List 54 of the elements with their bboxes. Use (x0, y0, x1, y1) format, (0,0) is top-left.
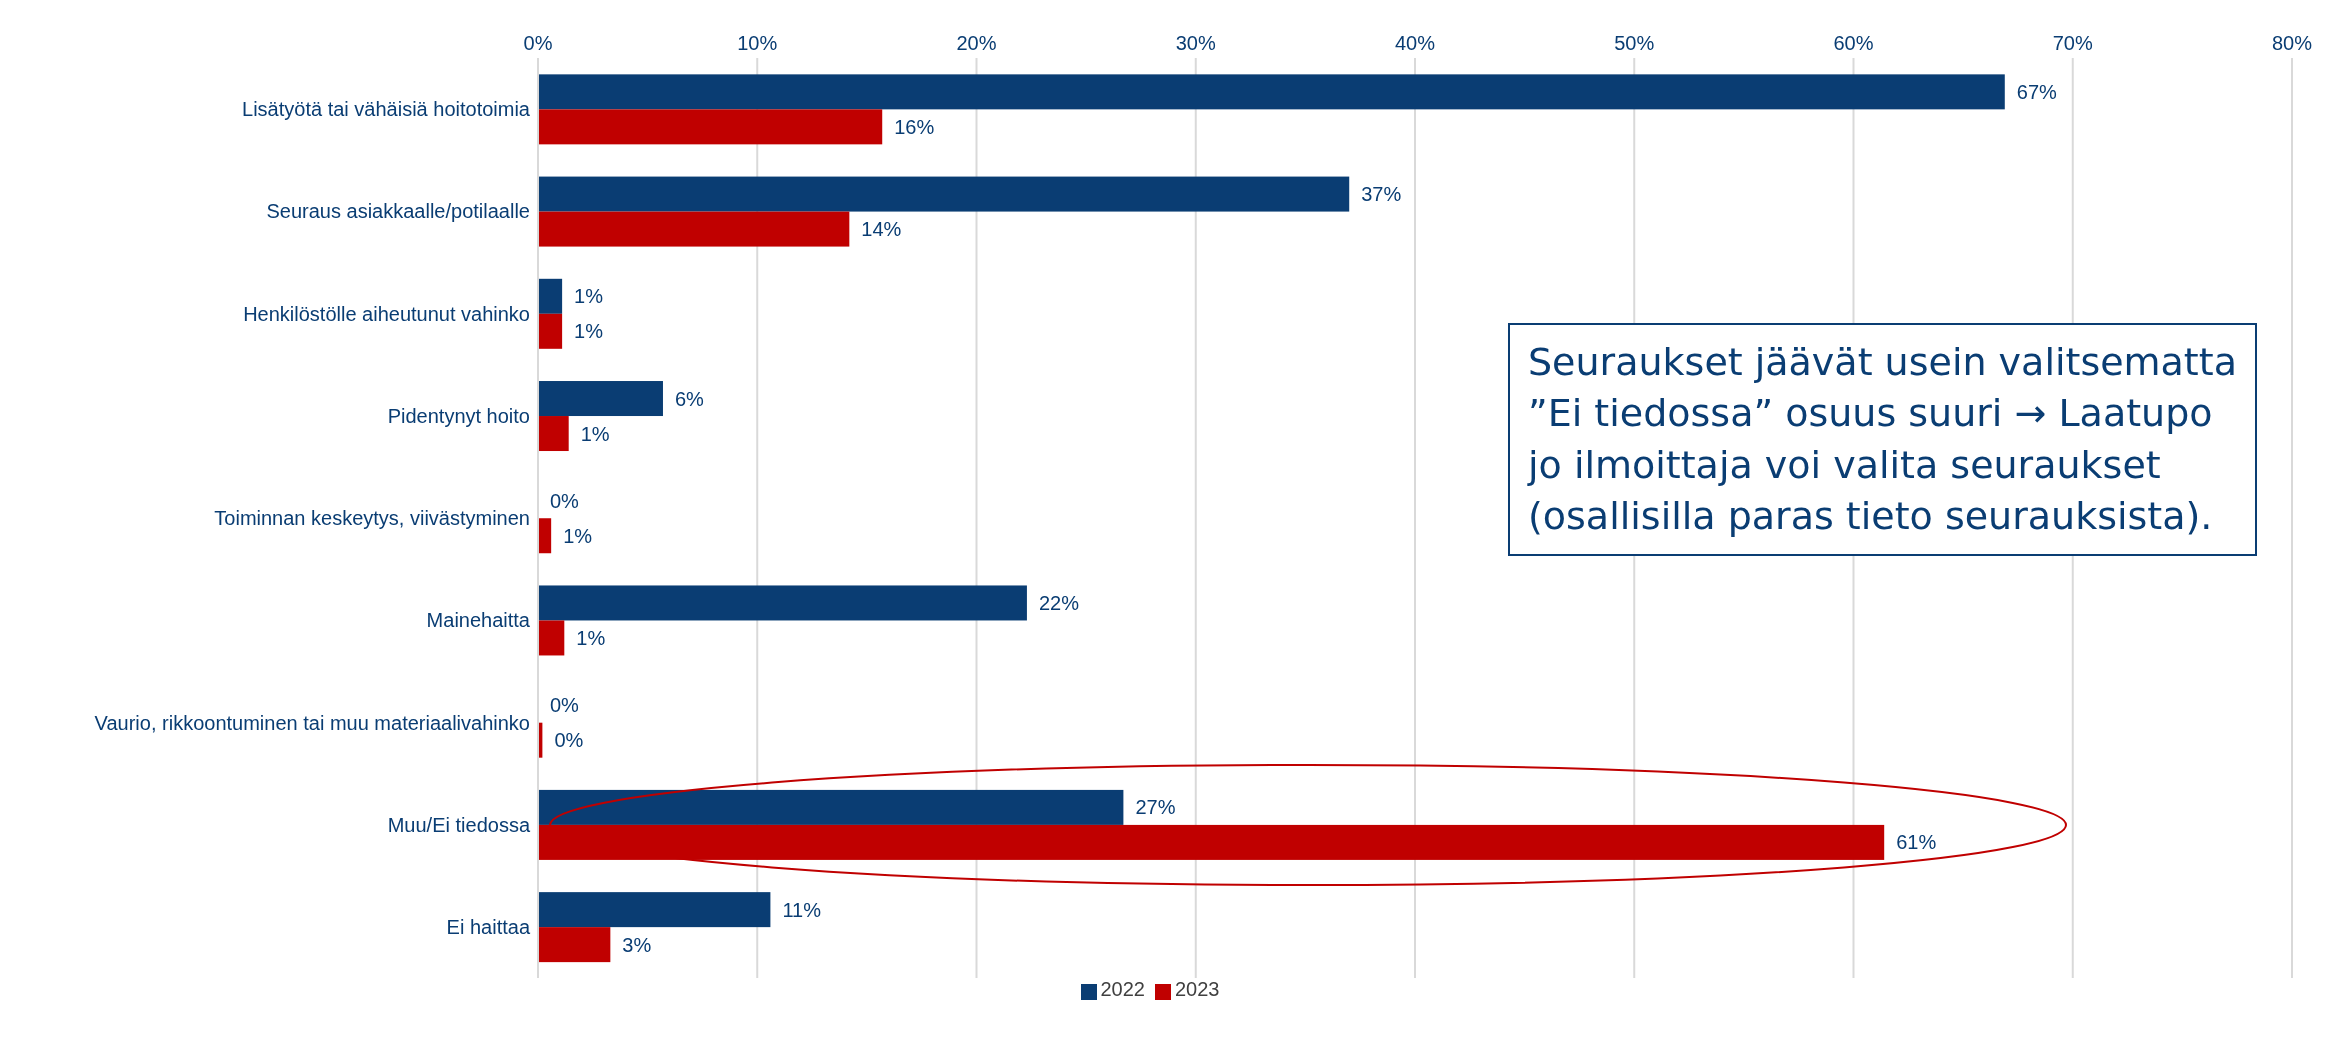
x-tick-label: 0% (523, 32, 553, 54)
bar (538, 927, 611, 963)
bar (538, 278, 563, 314)
data-label: 0% (550, 489, 580, 512)
legend-label: 2022 (1100, 978, 1145, 1000)
data-label: 0% (550, 694, 580, 717)
x-tick-label: 70% (2052, 32, 2093, 54)
data-label: 3% (622, 933, 652, 956)
bar (538, 109, 883, 145)
y-tick-label: Pidentynyt hoito (387, 404, 530, 427)
data-label: 1% (580, 422, 610, 445)
bar (538, 416, 569, 452)
x-tick-label: 30% (1175, 32, 1216, 54)
bar (538, 789, 1124, 825)
x-tick-label: 60% (1833, 32, 1874, 54)
bar (538, 585, 1027, 621)
y-tick-label: Henkilöstölle aiheutunut vahinko (243, 302, 530, 325)
bar (538, 892, 771, 928)
data-label: 6% (674, 387, 705, 410)
bar (538, 211, 850, 247)
bar (538, 74, 2005, 110)
bar (538, 176, 1350, 212)
data-label: 1% (574, 285, 604, 308)
x-tick-label: 40% (1394, 32, 1436, 54)
data-label: 14% (861, 218, 902, 241)
y-tick-label: Lisätyötä tai vähäisiä hoitotoimia (242, 98, 531, 121)
bar (538, 824, 1885, 860)
data-label: 16% (894, 115, 935, 138)
x-tick-label: 50% (1614, 32, 1655, 54)
y-tick-label: Mainehaitta (426, 609, 531, 632)
y-tick-label: Toiminnan keskeytys, viivästyminen (214, 507, 530, 530)
annotation: Seuraukset jäävät usein valitsematta ”Ei tiedossa” osuus suuri → Laatupo jo ilmoittaja voi valita seuraukset (osallisilla paras tieto seurauksista). (1508, 323, 2257, 557)
data-label: 1% (574, 320, 604, 343)
x-tick-label: 80% (2271, 32, 2313, 54)
y-tick-label: Seuraus asiakkaalle/potilaalle (266, 200, 530, 223)
data-label: 61% (1896, 831, 1937, 854)
y-tick-label: Ei haittaa (446, 915, 531, 938)
bar (538, 518, 552, 554)
legend-label: 2023 (1175, 978, 1220, 1000)
x-tick-label: 20% (956, 32, 997, 54)
data-label: 0% (554, 729, 584, 752)
y-tick-label: Vaurio, rikkoontuminen tai muu materiaalivahinko (94, 711, 530, 734)
bar (538, 381, 663, 417)
data-label: 1% (563, 524, 593, 547)
bar (538, 313, 563, 349)
data-label: 37% (1361, 183, 1402, 206)
data-label: 1% (576, 626, 606, 649)
data-label: 11% (782, 898, 822, 921)
y-tick-label: Muu/Ei tiedossa (387, 813, 531, 836)
data-label: 67% (2016, 80, 2058, 103)
bar (538, 620, 565, 656)
data-label: 22% (1038, 591, 1080, 614)
x-tick-label: 10% (737, 32, 778, 54)
data-label: 27% (1135, 796, 1176, 819)
